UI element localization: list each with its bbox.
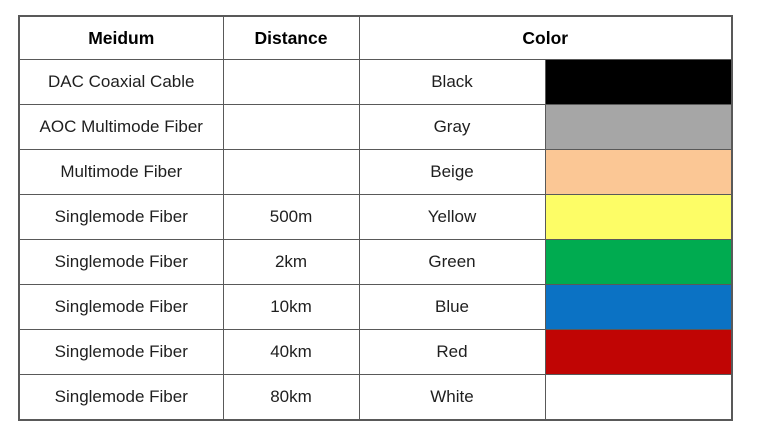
table-row: Singlemode Fiber 40km Red (18, 329, 733, 375)
distance-cell: 40km (222, 329, 360, 375)
header-row: Meidum Distance Color (18, 15, 733, 60)
distance-cell (222, 59, 360, 105)
color-swatch (544, 194, 733, 240)
column-header-distance: Distance (222, 15, 360, 60)
distance-cell: 80km (222, 374, 360, 421)
color-name-cell: Green (358, 239, 546, 285)
distance-cell (222, 104, 360, 150)
medium-cell: Singlemode Fiber (18, 194, 224, 240)
table-row: AOC Multimode Fiber Gray (18, 104, 733, 150)
table-row: Singlemode Fiber 500m Yellow (18, 194, 733, 240)
distance-cell: 2km (222, 239, 360, 285)
medium-cell: Singlemode Fiber (18, 239, 224, 285)
color-name-cell: Red (358, 329, 546, 375)
color-name-cell: Gray (358, 104, 546, 150)
medium-cell: Singlemode Fiber (18, 284, 224, 330)
distance-cell: 500m (222, 194, 360, 240)
distance-cell: 10km (222, 284, 360, 330)
color-swatch (544, 284, 733, 330)
medium-cell: AOC Multimode Fiber (18, 104, 224, 150)
table-row: Singlemode Fiber 80km White (18, 374, 733, 421)
column-header-medium: Meidum (18, 15, 224, 60)
medium-cell: Multimode Fiber (18, 149, 224, 195)
medium-cell: Singlemode Fiber (18, 329, 224, 375)
color-swatch (544, 149, 733, 195)
color-name-cell: Black (358, 59, 546, 105)
color-name-cell: Blue (358, 284, 546, 330)
color-name-cell: White (358, 374, 546, 421)
color-swatch (544, 59, 733, 105)
color-swatch (544, 374, 733, 421)
color-swatch (544, 104, 733, 150)
medium-cell: Singlemode Fiber (18, 374, 224, 421)
color-swatch (544, 239, 733, 285)
column-header-color: Color (358, 15, 733, 60)
color-name-cell: Yellow (358, 194, 546, 240)
medium-distance-color-table-container: Meidum Distance Color DAC Coaxial Cable … (18, 15, 733, 421)
table-row: Singlemode Fiber 2km Green (18, 239, 733, 285)
color-name-cell: Beige (358, 149, 546, 195)
table-row: Multimode Fiber Beige (18, 149, 733, 195)
distance-cell (222, 149, 360, 195)
medium-cell: DAC Coaxial Cable (18, 59, 224, 105)
table-row: DAC Coaxial Cable Black (18, 59, 733, 105)
table-row: Singlemode Fiber 10km Blue (18, 284, 733, 330)
color-swatch (544, 329, 733, 375)
medium-distance-color-table: Meidum Distance Color DAC Coaxial Cable … (18, 15, 733, 421)
